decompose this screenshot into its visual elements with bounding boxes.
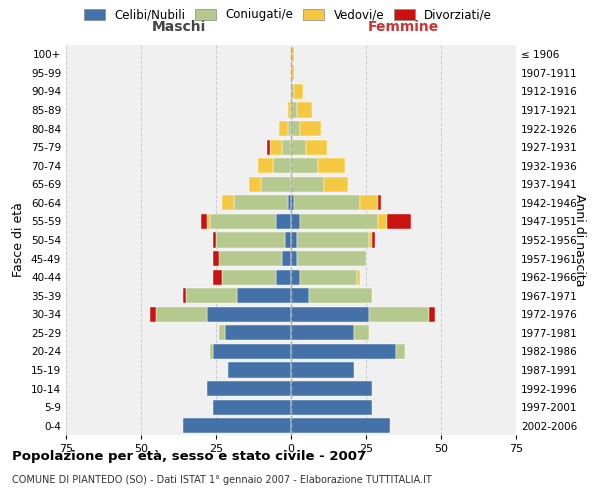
Bar [276,214,291,229]
Bar [249,176,261,192]
Bar [297,251,366,266]
Bar [213,270,222,285]
Bar [300,214,378,229]
Bar [378,214,387,229]
Bar [261,176,291,192]
Bar [213,400,291,415]
Bar [378,195,381,210]
Bar [294,84,303,99]
Bar [387,214,411,229]
Bar [291,214,300,229]
Y-axis label: Fasce di età: Fasce di età [13,202,25,278]
Bar [291,381,372,396]
Bar [291,306,369,322]
Bar [183,418,291,434]
Text: Maschi: Maschi [151,20,206,34]
Bar [225,325,291,340]
Legend: Celibi/Nubili, Coniugati/e, Vedovi/e, Divorziati/e: Celibi/Nubili, Coniugati/e, Vedovi/e, Di… [84,8,492,22]
Bar [201,214,207,229]
Bar [354,325,369,340]
Bar [291,344,396,359]
Bar [186,288,237,304]
Bar [210,344,213,359]
Bar [219,325,225,340]
Bar [291,176,324,192]
Bar [291,65,294,80]
Bar [282,251,291,266]
Bar [291,270,300,285]
Bar [234,195,288,210]
Bar [291,121,300,136]
Bar [285,232,291,248]
Bar [294,195,360,210]
Bar [288,195,291,210]
Bar [282,140,291,155]
Bar [150,306,156,322]
Bar [291,102,297,118]
Bar [309,288,372,304]
Bar [273,158,291,174]
Bar [258,158,273,174]
Bar [213,344,291,359]
Y-axis label: Anni di nascita: Anni di nascita [573,194,586,286]
Bar [369,306,429,322]
Bar [306,140,327,155]
Bar [291,140,306,155]
Bar [357,270,360,285]
Bar [396,344,405,359]
Bar [291,325,354,340]
Bar [297,232,369,248]
Bar [369,232,372,248]
Bar [324,176,348,192]
Bar [429,306,435,322]
Bar [291,400,372,415]
Bar [291,158,318,174]
Bar [291,251,297,266]
Bar [156,306,207,322]
Bar [228,362,291,378]
Bar [276,270,291,285]
Bar [297,102,312,118]
Text: Popolazione per età, sesso e stato civile - 2007: Popolazione per età, sesso e stato civil… [12,450,366,463]
Bar [291,362,354,378]
Bar [288,121,291,136]
Bar [222,270,276,285]
Bar [267,140,270,155]
Bar [291,195,294,210]
Bar [183,288,186,304]
Bar [210,214,276,229]
Bar [207,381,291,396]
Text: Femmine: Femmine [368,20,439,34]
Bar [291,84,294,99]
Bar [318,158,345,174]
Bar [219,251,282,266]
Bar [300,270,357,285]
Bar [216,232,285,248]
Bar [291,232,297,248]
Bar [207,306,291,322]
Bar [213,251,219,266]
Bar [291,418,390,434]
Text: COMUNE DI PIANTEDO (SO) - Dati ISTAT 1° gennaio 2007 - Elaborazione TUTTITALIA.I: COMUNE DI PIANTEDO (SO) - Dati ISTAT 1° … [12,475,432,485]
Bar [279,121,288,136]
Bar [213,232,216,248]
Bar [288,102,291,118]
Bar [291,288,309,304]
Bar [237,288,291,304]
Bar [270,140,282,155]
Bar [207,214,210,229]
Bar [222,195,234,210]
Bar [360,195,378,210]
Bar [300,121,321,136]
Bar [291,46,294,62]
Bar [372,232,375,248]
